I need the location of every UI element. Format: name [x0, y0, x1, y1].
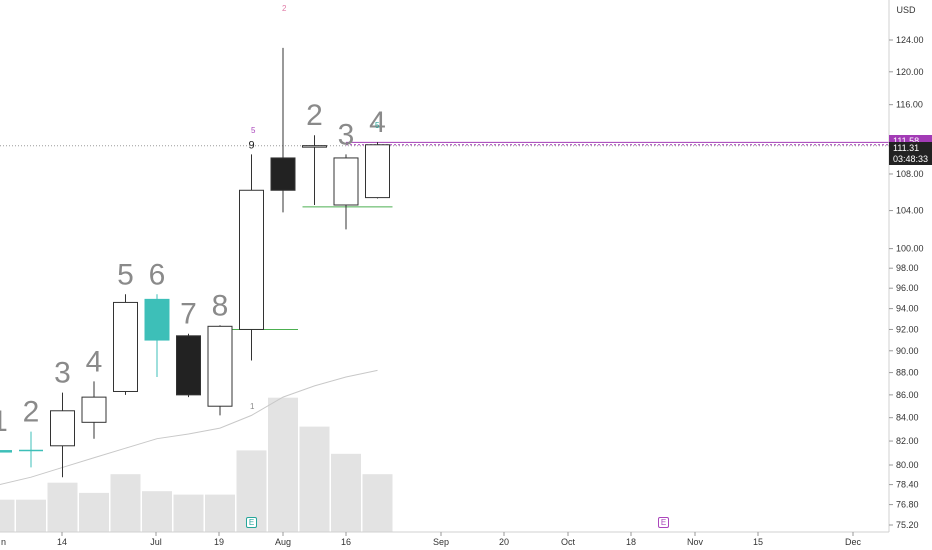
volume-bar	[362, 474, 393, 532]
price-axis-label: 84.00	[896, 413, 919, 423]
sequence-count-label: 2	[306, 99, 323, 132]
volume-bar	[299, 426, 330, 532]
candle	[333, 154, 359, 230]
time-axis-label: Jul	[150, 537, 162, 547]
time-axis-label: Nov	[687, 537, 704, 547]
price-axis-label: 108.00	[896, 169, 924, 179]
volume-bar	[205, 494, 235, 532]
candle	[0, 450, 12, 453]
candle-body	[176, 335, 201, 396]
price-axis-label: 75.20	[896, 520, 919, 530]
time-axis-label: 20	[499, 537, 509, 547]
sequence-count-label: 6	[149, 258, 166, 291]
time-axis-label: Oct	[561, 537, 576, 547]
candle-body	[365, 144, 390, 199]
candle	[207, 325, 233, 416]
volume-bar	[16, 499, 46, 532]
time-axis-label: Sep	[433, 537, 449, 547]
time-axis-label: n	[1, 537, 6, 547]
candle-body	[270, 157, 296, 191]
sequence-count-label: 9	[248, 139, 254, 151]
price-axis-label: 98.00	[896, 263, 919, 273]
time-axis-label: 16	[341, 537, 351, 547]
time-axis-label: 15	[753, 537, 763, 547]
sequence-count-label: 3	[54, 357, 71, 390]
time-axis-label: 18	[626, 537, 636, 547]
bar-countdown-tag: 03:48:33	[889, 152, 932, 165]
volume-bar	[110, 474, 141, 532]
volume-bar	[47, 482, 78, 532]
mini-markers: 5 2 5 1	[250, 4, 380, 411]
candle-body	[239, 189, 264, 330]
mini-marker-2: 2	[282, 4, 287, 13]
mini-marker-5b: 5	[375, 121, 380, 130]
candle-body	[144, 298, 170, 341]
candle	[302, 135, 327, 205]
price-axis[interactable]: 124.00120.00116.00112.00108.00104.00100.…	[889, 5, 924, 530]
candle	[19, 431, 43, 468]
price-axis-label: 116.00	[896, 100, 923, 110]
price-axis-label: 90.00	[896, 346, 919, 356]
candle-body	[302, 145, 327, 148]
candle-body	[113, 301, 138, 392]
last-price-tag: 111.31	[889, 141, 932, 154]
price-axis-label: 96.00	[896, 283, 919, 293]
candle	[144, 294, 170, 377]
candle	[113, 294, 138, 395]
sequence-count-label: 1	[0, 405, 8, 438]
candle-body	[0, 450, 12, 453]
mini-marker-1: 1	[250, 402, 255, 411]
currency-label[interactable]: USD	[893, 4, 919, 17]
price-axis-label: 78.40	[896, 480, 919, 490]
candle	[270, 47, 296, 213]
sequence-count-label: 5	[117, 258, 134, 291]
price-axis-label: 86.00	[896, 390, 919, 400]
earnings-icon[interactable]: E	[246, 517, 257, 528]
sequence-count-label: 4	[86, 345, 103, 378]
volume-bar	[79, 492, 109, 532]
candle-body	[333, 157, 359, 206]
candle-body	[50, 410, 75, 447]
time-axis-label: Dec	[845, 537, 862, 547]
price-axis-label: 80.00	[896, 460, 919, 470]
sequence-count-label: 8	[212, 289, 229, 322]
support-lines	[208, 206, 393, 330]
price-axis-label: 82.00	[896, 436, 919, 446]
price-axis-label: 100.00	[896, 244, 924, 254]
candle-body	[81, 396, 107, 423]
price-axis-label: 92.00	[896, 324, 919, 334]
time-axis-label: 14	[57, 537, 67, 547]
price-axis-label: 88.00	[896, 368, 919, 378]
sequence-count-label: 3	[338, 118, 355, 151]
time-axis-label: Aug	[275, 537, 291, 547]
price-axis-label: 104.00	[896, 206, 924, 216]
price-axis-label: 94.00	[896, 304, 919, 314]
mini-marker-5: 5	[251, 126, 256, 135]
sequence-count-labels: 123456789234	[0, 99, 386, 438]
candle	[81, 381, 107, 439]
price-axis-label: 124.00	[896, 35, 924, 45]
price-axis-label: 76.80	[896, 500, 919, 510]
candle	[365, 142, 390, 199]
sequence-count-label: 2	[23, 396, 40, 429]
volume-bar	[173, 494, 204, 532]
candle-body	[207, 325, 233, 407]
candles	[0, 47, 390, 478]
volume-bar	[0, 499, 15, 532]
time-axis-label: 19	[214, 537, 224, 547]
volume-bar	[142, 491, 172, 532]
price-axis-label: 120.00	[896, 67, 924, 77]
candle	[50, 392, 75, 478]
sequence-count-label: 4	[369, 106, 386, 139]
candle	[239, 154, 264, 361]
time-axis[interactable]: 14 Jul 19 Aug 16 Sep 20 Oct 18 Nov 15 Dec n	[1, 532, 861, 547]
volume-bar	[268, 397, 298, 532]
candle	[176, 333, 201, 398]
volume-bar	[331, 453, 361, 532]
sequence-count-label: 7	[180, 298, 197, 331]
earnings-icon[interactable]: E	[658, 517, 669, 528]
